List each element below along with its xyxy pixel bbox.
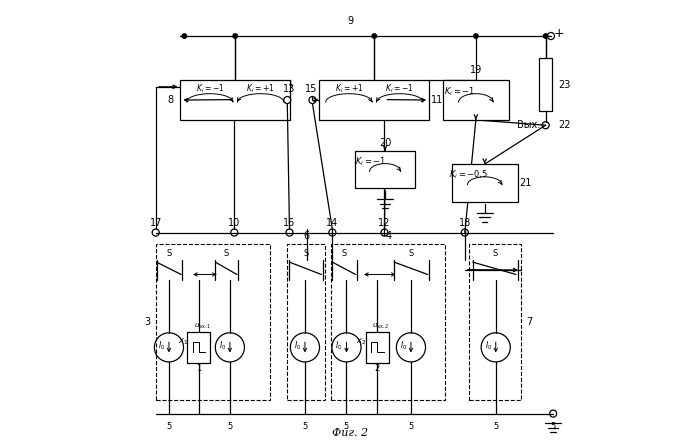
- Text: $K_i{=}{+}1$: $K_i{=}{+}1$: [246, 83, 275, 95]
- Text: $K_i{=}{-}1$: $K_i{=}{-}1$: [355, 155, 386, 167]
- Text: 2: 2: [374, 365, 380, 373]
- Text: $K_i{=}{-}1$: $K_i{=}{-}1$: [444, 85, 475, 97]
- Text: $K_i{=}{+}1$: $K_i{=}{+}1$: [335, 83, 363, 95]
- Text: $I_0$: $I_0$: [400, 340, 407, 352]
- Text: 17: 17: [150, 218, 162, 228]
- Text: 5: 5: [228, 422, 232, 431]
- Bar: [452, 164, 518, 202]
- Text: 3: 3: [145, 317, 150, 327]
- Text: 13: 13: [284, 84, 295, 94]
- Text: S: S: [303, 249, 309, 258]
- Bar: [188, 332, 211, 363]
- Text: 12: 12: [378, 218, 391, 228]
- Text: $x_1$: $x_1$: [178, 337, 188, 347]
- Text: $I_0$: $I_0$: [219, 340, 226, 352]
- Text: 7: 7: [526, 317, 533, 327]
- Text: $K_i{=}{-}1$: $K_i{=}{-}1$: [386, 83, 414, 95]
- Circle shape: [372, 34, 377, 38]
- Text: $I_0$: $I_0$: [485, 340, 492, 352]
- Text: 23: 23: [558, 80, 570, 89]
- Text: +: +: [554, 27, 564, 40]
- Text: 5: 5: [344, 422, 349, 431]
- Bar: [155, 244, 270, 400]
- Text: 21: 21: [519, 178, 532, 188]
- Bar: [332, 244, 445, 400]
- Bar: [319, 80, 430, 120]
- Text: 14: 14: [326, 218, 339, 228]
- Circle shape: [543, 34, 548, 38]
- Text: 5: 5: [408, 422, 414, 431]
- Text: 9: 9: [347, 16, 353, 26]
- Text: 19: 19: [470, 66, 482, 75]
- Text: $K_i{=}{-}0{,}5$: $K_i{=}{-}0{,}5$: [449, 168, 488, 181]
- Bar: [180, 80, 290, 120]
- Text: S: S: [167, 249, 172, 258]
- Text: 8: 8: [167, 95, 174, 105]
- Text: 5: 5: [493, 422, 498, 431]
- Bar: [540, 58, 552, 111]
- Bar: [366, 332, 389, 363]
- Text: 11: 11: [431, 95, 444, 105]
- Text: $I_0$: $I_0$: [294, 340, 302, 352]
- Bar: [469, 244, 522, 400]
- Bar: [356, 151, 415, 188]
- Text: $I_0$: $I_0$: [335, 340, 343, 352]
- Text: S: S: [409, 249, 414, 258]
- Text: 5: 5: [167, 422, 172, 431]
- Text: 10: 10: [228, 218, 240, 228]
- Circle shape: [233, 34, 237, 38]
- Text: 5: 5: [550, 422, 556, 431]
- Text: $I_0$: $I_0$: [158, 340, 165, 352]
- Text: 22: 22: [558, 120, 570, 130]
- Text: S: S: [342, 249, 347, 258]
- Text: 5: 5: [302, 422, 307, 431]
- Text: Фиг. 2: Фиг. 2: [332, 427, 368, 438]
- Text: 1: 1: [196, 365, 202, 373]
- Text: $K_i{=}{-}1$: $K_i{=}{-}1$: [195, 83, 224, 95]
- Text: Вых.: Вых.: [517, 120, 540, 130]
- Text: $u_{\rm вх.2}$: $u_{\rm вх.2}$: [372, 322, 389, 331]
- Circle shape: [474, 34, 478, 38]
- Text: 15: 15: [305, 84, 318, 94]
- Text: 6: 6: [303, 231, 309, 241]
- Text: $u_{\rm вх.1}$: $u_{\rm вх.1}$: [194, 322, 211, 331]
- Text: S: S: [224, 249, 229, 258]
- Text: 20: 20: [379, 138, 391, 148]
- Text: 18: 18: [458, 218, 471, 228]
- Text: 4: 4: [386, 231, 391, 241]
- Text: 16: 16: [284, 218, 295, 228]
- Text: $x_2$: $x_2$: [356, 337, 367, 347]
- Text: S: S: [493, 249, 498, 258]
- Bar: [287, 244, 325, 400]
- Bar: [442, 80, 509, 120]
- Circle shape: [182, 34, 187, 38]
